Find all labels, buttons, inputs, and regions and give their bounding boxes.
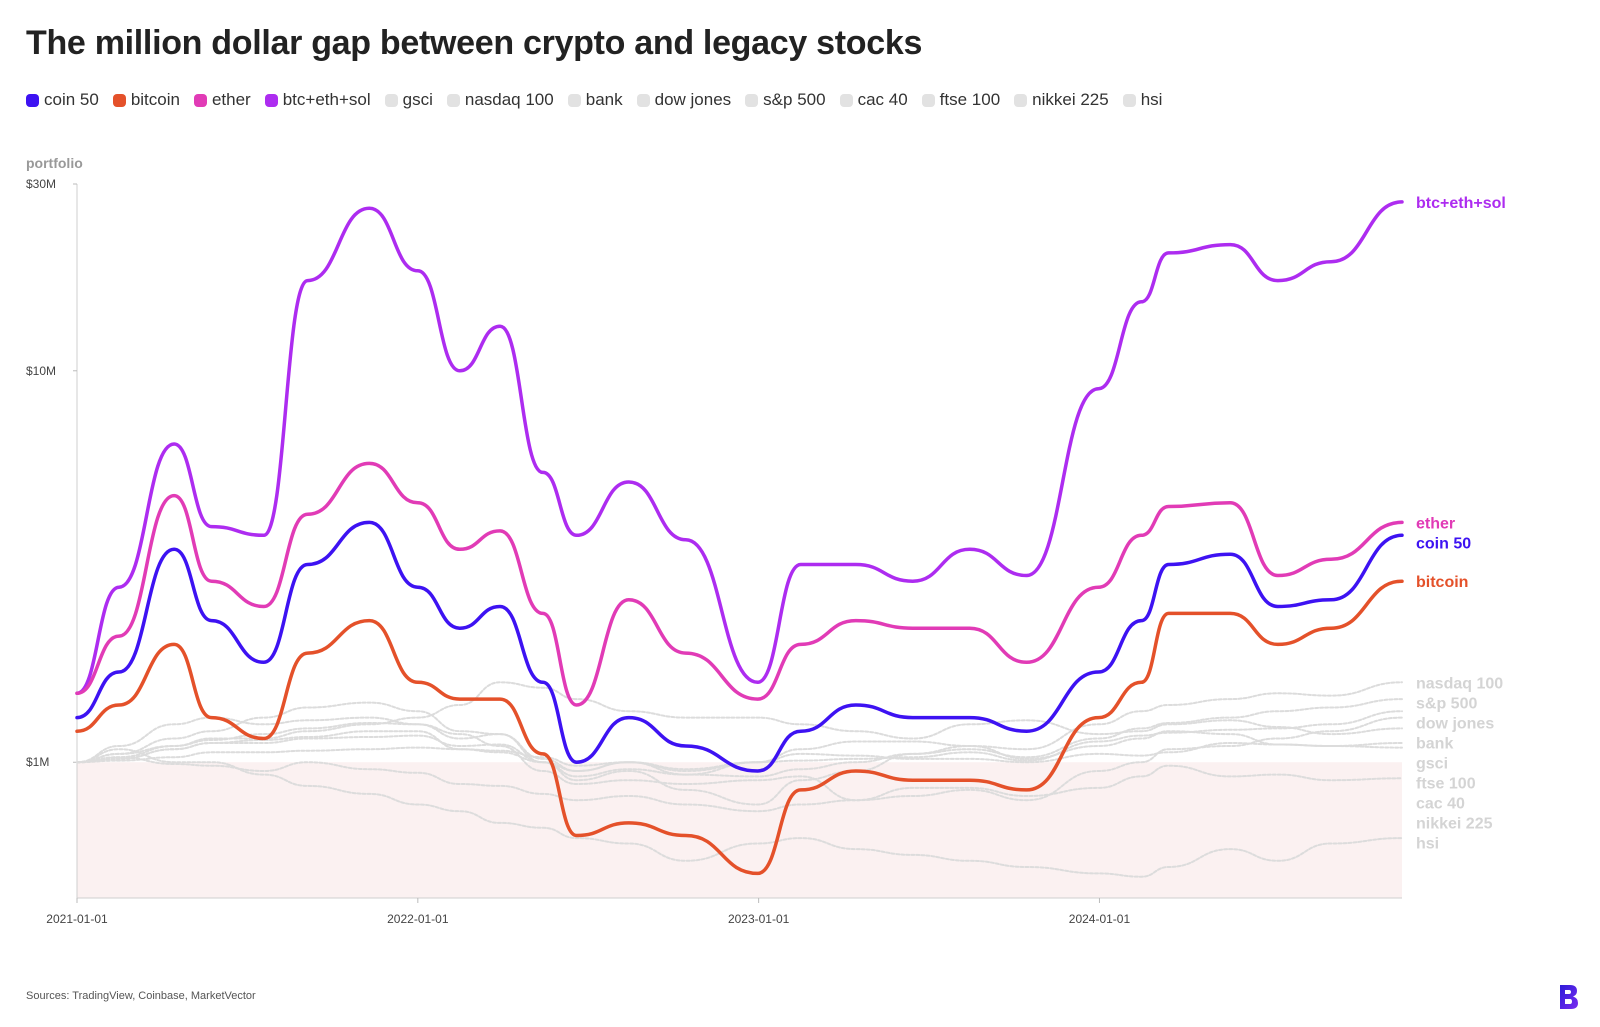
y-axis-label: portfolio xyxy=(26,155,83,171)
y-tick-label: $1M xyxy=(26,755,49,769)
y-tick-label: $30M xyxy=(26,177,56,191)
series-line-nikkei-225 xyxy=(76,756,1403,813)
legend-item-nikkei-225[interactable]: nikkei 225 xyxy=(1014,90,1109,110)
legend-item-bitcoin[interactable]: bitcoin xyxy=(112,90,180,110)
source-note: Sources: TradingView, Coinbase, MarketVe… xyxy=(26,990,256,1002)
legend-label: nikkei 225 xyxy=(1032,90,1109,109)
end-label-ether: ether xyxy=(1416,515,1455,532)
legend-label: gsci xyxy=(402,90,433,109)
legend-swatch xyxy=(193,93,207,107)
below-1m-shaded-region xyxy=(77,762,1402,898)
series-line-btc-eth-sol xyxy=(75,200,1404,696)
legend-item-gsci[interactable]: gsci xyxy=(384,90,433,110)
legend-swatch xyxy=(384,93,398,107)
end-label-bitcoin: bitcoin xyxy=(1416,574,1468,591)
chart-title: The million dollar gap between crypto an… xyxy=(26,24,923,62)
legend-swatch xyxy=(921,93,935,107)
legend-label: btc+eth+sol xyxy=(282,90,371,109)
legend-swatch xyxy=(112,93,126,107)
legend-item-dow-jones[interactable]: dow jones xyxy=(636,90,732,110)
legend-swatch xyxy=(1014,93,1028,107)
x-tick-label: 2022-01-01 xyxy=(387,912,449,926)
legend-item-coin-50[interactable]: coin 50 xyxy=(26,90,99,110)
legend-swatch xyxy=(745,93,759,107)
x-tick-label: 2023-01-01 xyxy=(728,912,790,926)
legend-label: bitcoin xyxy=(130,90,180,109)
end-label-coin-50: coin 50 xyxy=(1416,535,1471,552)
x-tick-label: 2021-01-01 xyxy=(46,912,108,926)
legend-label: cac 40 xyxy=(857,90,908,109)
end-label-bank: bank xyxy=(1416,735,1453,752)
end-label-ftse-100: ftse 100 xyxy=(1416,775,1476,792)
end-label-nasdaq-100: nasdaq 100 xyxy=(1416,675,1503,692)
legend-label: ftse 100 xyxy=(939,90,1001,109)
end-label-btc-eth-sol: btc+eth+sol xyxy=(1416,195,1506,212)
legend-label: ether xyxy=(211,90,251,109)
end-label-s-p-500: s&p 500 xyxy=(1416,695,1477,712)
legend-item-ether[interactable]: ether xyxy=(193,90,251,110)
legend-swatch xyxy=(1122,93,1136,107)
legend-label: s&p 500 xyxy=(763,90,826,109)
series-line-dow-jones xyxy=(76,710,1403,772)
legend-label: dow jones xyxy=(654,90,732,109)
brand-logo-icon xyxy=(1560,985,1578,1009)
series-line-ftse-100 xyxy=(76,742,1403,772)
series-line-ether xyxy=(75,461,1404,707)
legend-item-ftse-100[interactable]: ftse 100 xyxy=(921,90,1001,110)
series-line-hsi xyxy=(76,748,1403,878)
end-label-hsi: hsi xyxy=(1416,835,1439,852)
legend-item-hsi[interactable]: hsi xyxy=(1122,90,1163,110)
legend-label: nasdaq 100 xyxy=(464,90,554,109)
end-label-cac-40: cac 40 xyxy=(1416,795,1465,812)
legend-item-bank[interactable]: bank xyxy=(567,90,623,110)
end-label-dow-jones: dow jones xyxy=(1416,715,1494,732)
legend: coin 50 bitcoin ether btc+eth+sol gsci nasdaq… xyxy=(26,90,1162,110)
legend-item-cac-40[interactable]: cac 40 xyxy=(839,90,908,110)
legend-swatch xyxy=(839,93,853,107)
series-line-gsci xyxy=(76,681,1403,764)
legend-swatch xyxy=(636,93,650,107)
end-label-nikkei-225: nikkei 225 xyxy=(1416,815,1493,832)
legend-item-btc-eth-sol[interactable]: btc+eth+sol xyxy=(264,90,371,110)
legend-item-s-p-500[interactable]: s&p 500 xyxy=(745,90,826,110)
legend-label: coin 50 xyxy=(44,90,99,109)
x-tick-label: 2024-01-01 xyxy=(1069,912,1131,926)
series-line-bank xyxy=(76,716,1403,802)
legend-swatch xyxy=(567,93,581,107)
legend-swatch xyxy=(26,93,39,107)
legend-swatch xyxy=(264,93,278,107)
series-line-bitcoin xyxy=(75,579,1404,876)
legend-label: hsi xyxy=(1140,90,1163,109)
series-line-coin-50 xyxy=(75,520,1404,773)
series-line-cac-40 xyxy=(76,730,1403,778)
legend-item-nasdaq-100[interactable]: nasdaq 100 xyxy=(446,90,554,110)
legend-swatch xyxy=(446,93,460,107)
end-label-gsci: gsci xyxy=(1416,755,1448,772)
legend-label: bank xyxy=(585,90,623,109)
y-tick-label: $10M xyxy=(26,364,56,378)
